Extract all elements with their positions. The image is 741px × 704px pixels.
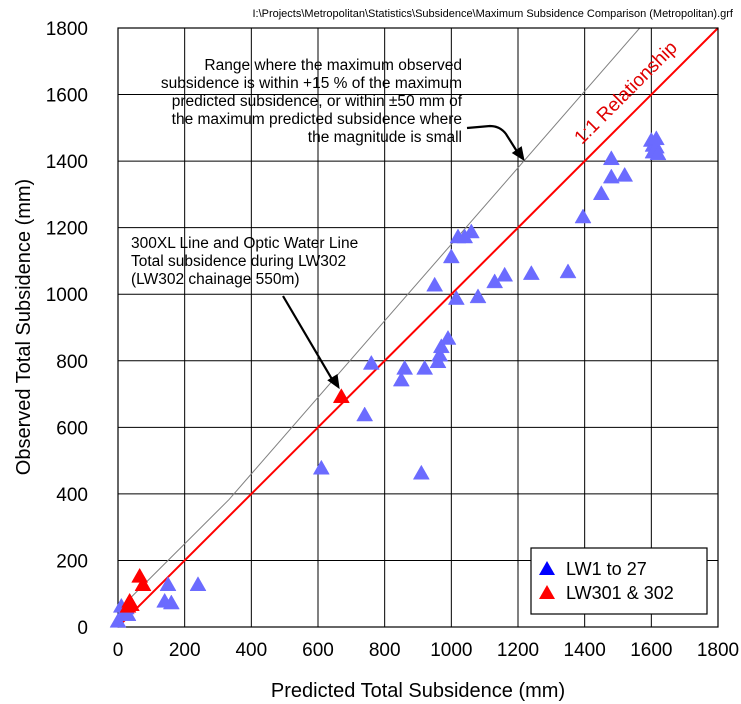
x-tick-label: 400	[235, 640, 267, 661]
y-tick-label: 1600	[46, 86, 88, 107]
point-lw1-27	[602, 168, 620, 184]
plot-frame	[117, 27, 719, 628]
lw302-annotation: 300XL Line and Optic Water Line Total su…	[131, 235, 358, 288]
lw302-text-line-1: 300XL Line and Optic Water Line	[131, 235, 358, 252]
point-lw1-27	[412, 464, 430, 480]
point-lw1-27	[162, 594, 180, 610]
one-to-one-line	[117, 27, 719, 628]
point-lw1-27	[442, 248, 460, 264]
range-text-line-4: the maximum predicted subsidence where	[172, 111, 462, 128]
y-tick-label: 800	[56, 352, 88, 373]
point-lw1-27	[602, 150, 620, 166]
y-tick-label: 1000	[46, 285, 88, 306]
file-path-label: I:\Projects\Metropolitan\Statistics\Subs…	[252, 8, 733, 20]
data-points	[109, 130, 667, 628]
point-lw1-27	[362, 354, 380, 370]
point-lw1-27	[522, 265, 540, 280]
range-text-line-5: the magnitude is small	[308, 129, 462, 146]
legend-marker-lw1-27	[539, 561, 555, 575]
x-tick-label: 1400	[564, 640, 606, 661]
point-lw1-27	[426, 276, 444, 292]
point-lw1-27	[392, 371, 410, 387]
legend: LW1 to 27 LW301 & 302	[530, 547, 708, 615]
range-line	[117, 27, 641, 611]
lw302-arrow-head	[327, 373, 340, 390]
y-tick-label: 400	[56, 485, 88, 506]
x-tick-label: 200	[169, 640, 201, 661]
point-lw1-27	[559, 263, 577, 279]
y-tick-label: 0	[77, 618, 88, 639]
y-tick-label: 1400	[46, 152, 88, 173]
lw302-text-line-2: Total subsidence during LW302	[131, 253, 346, 270]
y-tick-label: 200	[56, 551, 88, 572]
point-lw301-302	[122, 596, 140, 611]
annotation-arrows	[282, 124, 525, 390]
point-lw1-27	[416, 359, 434, 375]
point-lw1-27	[616, 166, 634, 182]
x-tick-label: 1000	[430, 640, 472, 661]
x-tick-label: 1200	[497, 640, 539, 661]
point-lw1-27	[469, 288, 487, 304]
range-text-line-2: subsidence is within +15 % of the maximu…	[161, 75, 462, 92]
x-tick-label: 0	[113, 640, 124, 661]
point-lw1-27	[496, 266, 514, 282]
point-lw1-27	[574, 208, 592, 224]
legend-box	[530, 547, 708, 615]
point-lw1-27	[431, 346, 449, 362]
point-lw301-302	[134, 576, 152, 591]
point-lw1-27	[592, 185, 610, 200]
legend-label-lw1-27: LW1 to 27	[566, 559, 647, 579]
y-tick-label: 600	[56, 418, 88, 439]
reference-lines	[117, 27, 719, 628]
y-tick-labels: 0 200 400 600 800 1000 1200 1400 1600 1800	[46, 19, 88, 639]
legend-marker-lw301-302	[539, 585, 555, 599]
x-tick-label: 1800	[697, 640, 739, 661]
y-tick-label: 1200	[46, 219, 88, 240]
range-annotation: Range where the maximum observed subside…	[161, 57, 463, 146]
point-lw1-27	[462, 223, 480, 239]
point-lw301-302	[332, 388, 350, 403]
y-axis-title: Observed Total Subsidence (mm)	[13, 179, 35, 475]
point-lw1-27	[312, 459, 330, 475]
point-lw1-27	[649, 145, 667, 161]
x-tick-labels: 0 200 400 600 800 1000 1200 1400 1600 1800	[113, 640, 739, 661]
x-tick-label: 600	[302, 640, 334, 661]
legend-label-lw301-302: LW301 & 302	[566, 583, 674, 603]
point-lw1-27	[439, 329, 457, 345]
point-lw1-27	[432, 338, 450, 354]
point-lw1-27	[447, 290, 465, 305]
range-arrow-head	[511, 146, 525, 162]
point-lw1-27	[119, 606, 137, 621]
point-lw1-27	[189, 576, 207, 591]
y-tick-label: 1800	[46, 19, 88, 40]
point-lw1-27	[159, 576, 177, 591]
lw302-text-line-3: (LW302 chainage 550m)	[131, 271, 300, 288]
x-tick-label: 1600	[630, 640, 672, 661]
point-lw1-27	[396, 359, 414, 375]
range-arrow-shaft	[466, 124, 520, 155]
one-to-one-label: 1:1 Relationship	[571, 38, 682, 149]
range-text-line-3: predicted subsidence, or within ±50 mm o…	[172, 93, 463, 110]
x-axis-title: Predicted Total Subsidence (mm)	[271, 680, 565, 702]
range-text-line-1: Range where the maximum observed	[204, 57, 462, 74]
lw302-arrow-shaft	[282, 295, 335, 383]
point-lw1-27	[356, 406, 374, 422]
x-tick-label: 800	[369, 640, 401, 661]
